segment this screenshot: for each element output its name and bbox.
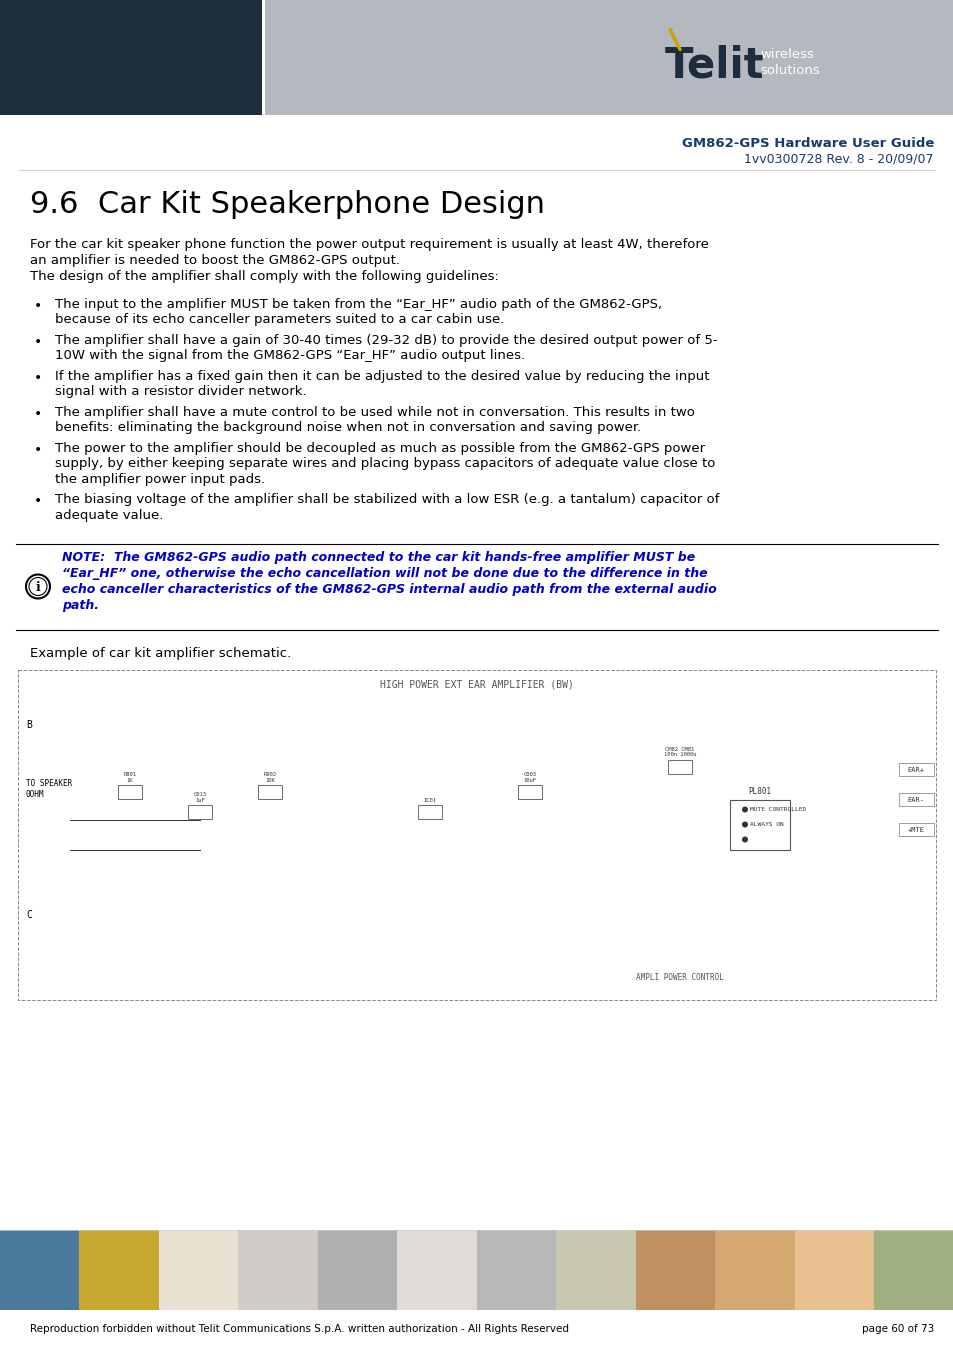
Text: 9.6  Car Kit Speakerphone Design: 9.6 Car Kit Speakerphone Design — [30, 190, 544, 219]
Bar — [556, 1230, 636, 1310]
Bar — [18, 670, 935, 999]
Text: benefits: eliminating the background noise when not in conversation and saving p: benefits: eliminating the background noi… — [55, 421, 640, 435]
Text: an amplifier is needed to boost the GM862-GPS output.: an amplifier is needed to boost the GM86… — [30, 254, 399, 267]
Bar — [262, 0, 265, 115]
Text: supply, by either keeping separate wires and placing bypass capacitors of adequa: supply, by either keeping separate wires… — [55, 458, 715, 471]
Text: +MTE: +MTE — [906, 826, 923, 833]
Text: R801
1K: R801 1K — [123, 772, 136, 783]
Text: EAR-: EAR- — [906, 796, 923, 802]
Bar — [317, 1230, 397, 1310]
Text: 1vv0300728 Rev. 8 - 20/09/07: 1vv0300728 Rev. 8 - 20/09/07 — [743, 153, 933, 166]
Text: NOTE:  The GM862-GPS audio path connected to the car kit hands-free amplifier MU: NOTE: The GM862-GPS audio path connected… — [62, 552, 695, 564]
Text: C013
1uF: C013 1uF — [193, 791, 206, 802]
Text: page 60 of 73: page 60 of 73 — [861, 1324, 933, 1334]
Text: •: • — [34, 335, 42, 350]
Bar — [188, 805, 212, 818]
Bar — [238, 1230, 317, 1310]
Bar — [715, 1230, 794, 1310]
Text: wireless
solutions: wireless solutions — [760, 47, 819, 77]
Bar — [417, 805, 441, 818]
Text: EAR+: EAR+ — [906, 767, 923, 772]
Bar — [0, 1230, 79, 1310]
Text: adequate value.: adequate value. — [55, 509, 163, 522]
Text: HIGH POWER EXT EAR AMPLIFIER (BW): HIGH POWER EXT EAR AMPLIFIER (BW) — [379, 679, 574, 690]
Text: The input to the amplifier MUST be taken from the “Ear_HF” audio path of the GM8: The input to the amplifier MUST be taken… — [55, 298, 661, 311]
Text: •: • — [34, 443, 42, 458]
Text: path.: path. — [62, 599, 99, 613]
Bar — [257, 784, 282, 798]
Bar — [898, 822, 933, 836]
Text: If the amplifier has a fixed gain then it can be adjusted to the desired value b: If the amplifier has a fixed gain then i… — [55, 370, 709, 383]
Text: ALWAYS ON: ALWAYS ON — [749, 822, 783, 828]
Text: B: B — [26, 720, 31, 729]
Text: MUTE CONTROLLED: MUTE CONTROLLED — [749, 807, 805, 811]
Text: •: • — [34, 494, 42, 509]
Bar — [397, 1230, 476, 1310]
Text: Reproduction forbidden without Telit Communications S.p.A. written authorization: Reproduction forbidden without Telit Com… — [30, 1324, 568, 1334]
Text: signal with a resistor divider network.: signal with a resistor divider network. — [55, 386, 306, 398]
Text: PL801: PL801 — [748, 787, 771, 796]
Text: “Ear_HF” one, otherwise the echo cancellation will not be done due to the differ: “Ear_HF” one, otherwise the echo cancell… — [62, 567, 707, 580]
Text: The power to the amplifier should be decoupled as much as possible from the GM86: The power to the amplifier should be dec… — [55, 441, 704, 455]
Circle shape — [741, 822, 747, 828]
Text: C: C — [26, 910, 31, 919]
Text: because of its echo canceller parameters suited to a car cabin use.: because of its echo canceller parameters… — [55, 313, 504, 327]
Text: the amplifier power input pads.: the amplifier power input pads. — [55, 472, 265, 486]
Circle shape — [741, 837, 747, 842]
Bar — [636, 1230, 715, 1310]
Text: TO SPEAKER
0OHM: TO SPEAKER 0OHM — [26, 779, 72, 799]
Text: 10W with the signal from the GM862-GPS “Ear_HF” audio output lines.: 10W with the signal from the GM862-GPS “… — [55, 350, 524, 363]
Text: •: • — [34, 371, 42, 385]
Circle shape — [741, 806, 747, 813]
Text: CM82 CM81
100n 1000u: CM82 CM81 100n 1000u — [663, 747, 696, 757]
Text: •: • — [34, 406, 42, 421]
Bar — [476, 1230, 556, 1310]
Bar — [898, 763, 933, 775]
Text: •: • — [34, 298, 42, 313]
Bar — [794, 1230, 874, 1310]
Bar — [898, 792, 933, 806]
Text: Telit: Telit — [664, 45, 763, 86]
Text: AMPLI POWER CONTROL: AMPLI POWER CONTROL — [636, 972, 723, 981]
Text: R902
10K: R902 10K — [263, 772, 276, 783]
Bar — [729, 799, 789, 849]
Bar — [159, 1230, 238, 1310]
Text: Example of car kit amplifier schematic.: Example of car kit amplifier schematic. — [30, 648, 291, 660]
Text: The amplifier shall have a mute control to be used while not in conversation. Th: The amplifier shall have a mute control … — [55, 406, 694, 418]
Bar — [265, 0, 953, 115]
Text: i: i — [35, 580, 40, 594]
Text: The design of the amplifier shall comply with the following guidelines:: The design of the amplifier shall comply… — [30, 270, 498, 284]
Text: The biasing voltage of the amplifier shall be stabilized with a low ESR (e.g. a : The biasing voltage of the amplifier sha… — [55, 494, 719, 506]
Bar — [0, 0, 262, 115]
Bar — [118, 784, 142, 798]
Bar — [79, 1230, 159, 1310]
Text: C003
10uF: C003 10uF — [523, 772, 536, 783]
Text: For the car kit speaker phone function the power output requirement is usually a: For the car kit speaker phone function t… — [30, 238, 708, 251]
Text: GM862-GPS Hardware User Guide: GM862-GPS Hardware User Guide — [680, 136, 933, 150]
Text: IC01: IC01 — [423, 798, 436, 802]
Text: The amplifier shall have a gain of 30-40 times (29-32 dB) to provide the desired: The amplifier shall have a gain of 30-40… — [55, 333, 717, 347]
Bar — [517, 784, 541, 798]
Text: echo canceller characteristics of the GM862-GPS internal audio path from the ext: echo canceller characteristics of the GM… — [62, 583, 716, 597]
Bar — [667, 760, 691, 774]
Bar — [874, 1230, 953, 1310]
